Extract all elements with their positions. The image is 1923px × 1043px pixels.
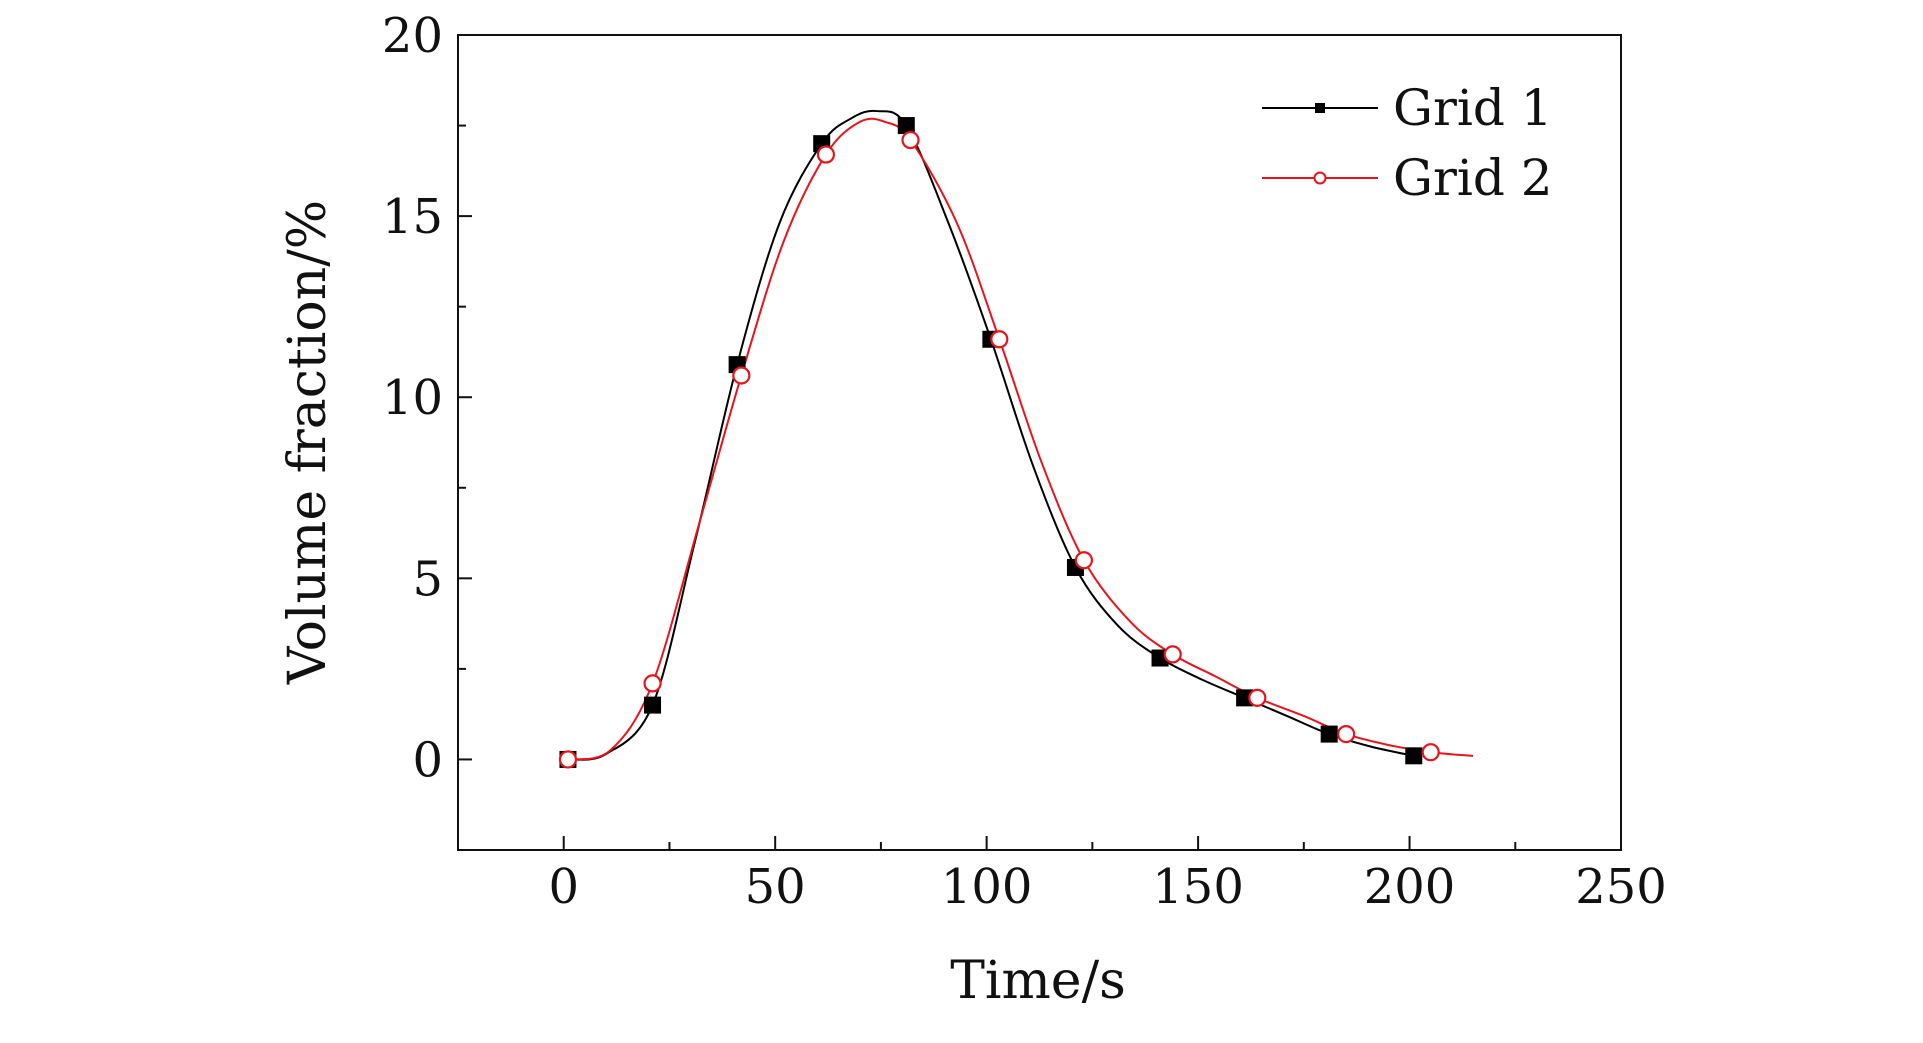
x-tick-label: 200	[1364, 859, 1456, 915]
y-tick-label: 20	[382, 8, 443, 64]
series-layer	[558, 109, 1474, 769]
data-point-grid-2	[558, 750, 578, 769]
data-point-grid-2	[901, 130, 920, 150]
y-tick-label: 10	[382, 370, 443, 426]
data-point-grid-1	[1320, 725, 1338, 743]
y-tick-label: 15	[382, 189, 443, 245]
data-point-grid-1	[644, 696, 662, 714]
data-point-grid-1	[1405, 747, 1423, 765]
legend-marker-grid-1	[1315, 103, 1325, 113]
x-axis-label: Time/s	[950, 951, 1126, 1011]
series-line-grid-1	[567, 109, 1414, 761]
x-tick-label: 150	[1152, 859, 1244, 915]
data-point-grid-2	[643, 674, 662, 693]
data-point-grid-2	[816, 145, 836, 164]
x-tick-label: 250	[1575, 859, 1667, 915]
legend-label-grid-1: Grid 1	[1393, 79, 1553, 137]
legend: Grid 1 Grid 2	[1262, 79, 1553, 207]
x-tick-label: 100	[941, 859, 1033, 915]
y-tick-label: 0	[412, 732, 443, 788]
y-tick-label: 5	[412, 551, 443, 607]
series-line-grid-2	[567, 117, 1474, 761]
plot-frame	[457, 34, 1622, 851]
x-tick-label: 50	[745, 859, 806, 915]
data-point-grid-2	[1248, 688, 1267, 707]
legend-label-grid-2: Grid 2	[1393, 149, 1553, 207]
legend-marker-grid-2	[1313, 171, 1327, 185]
data-point-grid-2	[1337, 724, 1356, 744]
data-point-grid-2	[990, 330, 1009, 349]
data-point-grid-2	[1421, 743, 1440, 762]
y-axis-label: Volume fraction/%	[278, 200, 338, 685]
data-point-grid-2	[1163, 645, 1182, 664]
axes-layer: 0 50 100 150 200 250 0 5 10 15 20	[382, 8, 1667, 915]
data-point-grid-2	[732, 366, 751, 385]
x-tick-label: 0	[548, 859, 579, 915]
data-point-grid-2	[1074, 551, 1094, 570]
